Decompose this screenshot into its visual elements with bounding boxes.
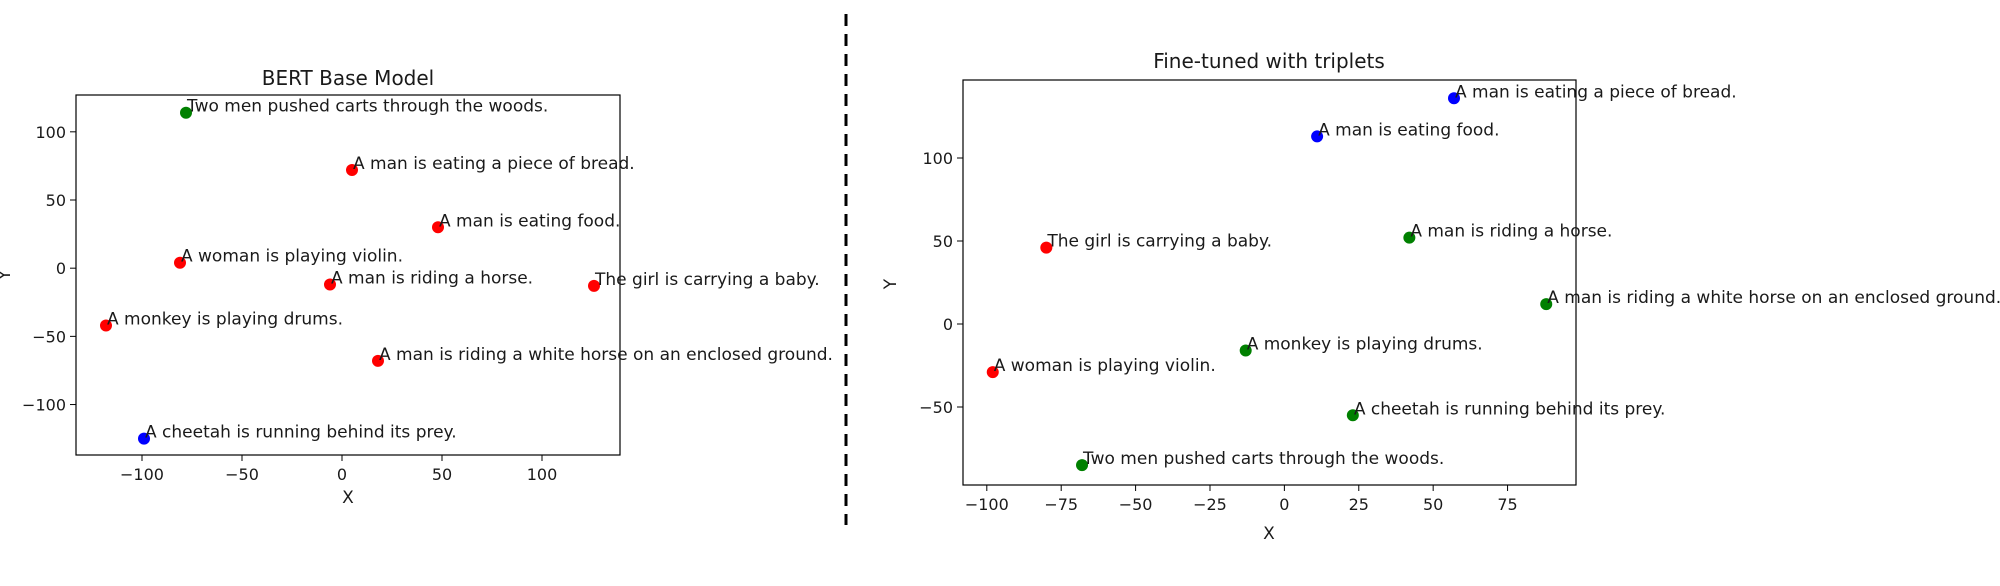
- x-tick-label: −100: [965, 495, 1009, 514]
- point-label: A man is riding a horse.: [331, 269, 533, 289]
- scatter-point: [432, 221, 444, 234]
- plot-area: [962, 79, 1577, 486]
- scatter-point: [1346, 409, 1359, 422]
- scatter-point: [1447, 92, 1460, 105]
- point-label: A woman is playing violin.: [994, 356, 1216, 376]
- x-tick-label: −25: [1193, 495, 1227, 514]
- point-label: A man is eating a piece of bread.: [1455, 82, 1737, 102]
- y-tick-label: −50: [919, 398, 953, 417]
- y-axis-label: Y: [881, 278, 901, 290]
- point-label: A cheetah is running behind its prey.: [1354, 399, 1666, 419]
- y-tick-label: 0: [56, 259, 66, 278]
- x-tick-label: 0: [337, 465, 347, 484]
- point-label: The girl is carrying a baby.: [1046, 232, 1272, 252]
- plot-area: [75, 94, 621, 456]
- y-tick-label: 50: [46, 191, 66, 210]
- scatter-point: [138, 432, 150, 445]
- x-tick-label: 100: [527, 465, 558, 484]
- point-label: The girl is carrying a baby.: [594, 270, 820, 290]
- point-label: A cheetah is running behind its prey.: [145, 423, 457, 443]
- y-axis-label: Y: [0, 269, 15, 281]
- scatter-point: [100, 319, 112, 332]
- x-axis-label: X: [1263, 524, 1275, 544]
- scatter-point: [174, 256, 186, 269]
- chart-title: BERT Base Model: [262, 66, 434, 90]
- point-label: A man is eating food.: [439, 211, 620, 231]
- point-label: A man is eating a piece of bread.: [353, 154, 635, 174]
- x-tick-label: −100: [120, 465, 164, 484]
- point-label: A man is eating food.: [1318, 120, 1499, 140]
- scatter-point: [588, 279, 600, 292]
- x-tick-label: 25: [1349, 495, 1369, 514]
- x-tick-label: −50: [225, 465, 259, 484]
- scatter-point: [1076, 459, 1089, 472]
- scatter-point: [180, 106, 192, 119]
- point-label: A woman is playing violin.: [181, 247, 403, 267]
- x-tick-label: 50: [1423, 495, 1443, 514]
- chart-title: Fine-tuned with triplets: [1153, 49, 1385, 73]
- y-tick-label: 100: [922, 149, 953, 168]
- y-tick-label: 50: [933, 232, 953, 251]
- x-tick-label: −75: [1044, 495, 1078, 514]
- point-label: A monkey is playing drums.: [107, 309, 343, 329]
- bert-base-panel: BERT Base Model X Y −100 −50 0 50 100 −100 −50…: [0, 66, 833, 508]
- point-label: A man is riding a horse.: [1410, 222, 1612, 242]
- scatter-point: [986, 366, 999, 379]
- point-label: Two men pushed carts through the woods.: [186, 97, 548, 117]
- x-tick-label: 0: [1279, 495, 1289, 514]
- x-tick-label: −50: [1119, 495, 1153, 514]
- y-tick-label: 100: [35, 123, 66, 142]
- y-tick-label: 0: [943, 315, 953, 334]
- x-tick-label: 50: [432, 465, 452, 484]
- fine-tuned-panel: Fine-tuned with triplets X Y −100 −75 −50 −…: [881, 49, 2000, 544]
- scatter-point: [372, 354, 384, 367]
- scatter-point: [1403, 231, 1416, 244]
- scatter-point: [324, 278, 336, 291]
- point-label: A man is riding a white horse on an encl…: [1547, 288, 2000, 308]
- scatter-point: [1540, 298, 1553, 311]
- point-label: A man is riding a white horse on an encl…: [379, 345, 833, 365]
- scatter-point: [1040, 241, 1053, 254]
- y-tick-label: −100: [22, 396, 66, 415]
- scatter-point: [1239, 344, 1252, 357]
- y-tick-label: −50: [32, 327, 66, 346]
- scatter-point: [1311, 130, 1324, 143]
- point-label: A monkey is playing drums.: [1247, 335, 1483, 355]
- point-label: Two men pushed carts through the woods.: [1082, 449, 1444, 469]
- scatter-point: [346, 164, 358, 176]
- x-tick-label: 75: [1497, 495, 1517, 514]
- x-axis-label: X: [342, 488, 354, 508]
